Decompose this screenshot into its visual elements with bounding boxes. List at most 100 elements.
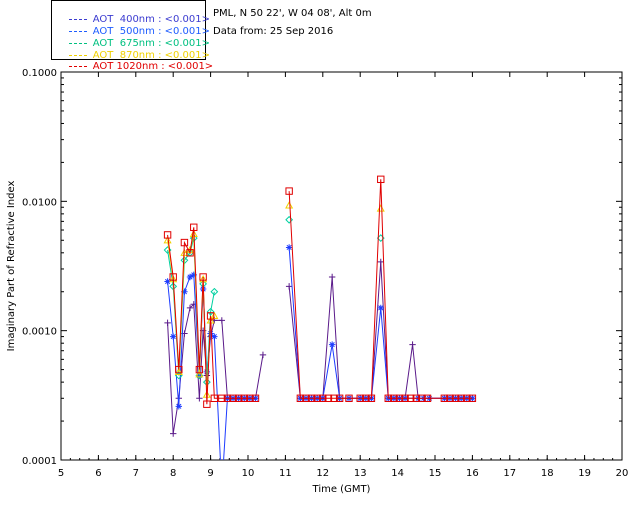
series-line-4 [288,179,473,399]
x-tick-label: 18 [541,468,554,479]
data-point-4 [401,394,409,402]
x-tick-label: 15 [429,468,442,479]
data-point-4 [330,394,338,402]
x-axis-label: Time (GMT) [312,484,371,495]
data-point-4 [324,394,333,402]
data-point-1 [190,271,197,279]
data-point-4 [367,394,376,402]
data-point-4 [246,394,254,402]
data-point-3 [180,248,189,256]
legend-swatch-1020nm [68,65,87,67]
data-point-1 [211,333,218,340]
data-point-4 [169,273,177,281]
legend-swatch-400nm [68,18,87,20]
data-point-4 [451,394,460,402]
data-point-3 [285,201,294,209]
data-point-4 [190,223,198,231]
data-point-3 [376,204,385,212]
data-point-2 [285,215,294,224]
data-point-4 [319,394,327,402]
legend-label-675nm: AOT 675nm : <0.001> [92,38,210,49]
data-point-4 [175,365,183,374]
data-point-0 [285,283,293,290]
data-point-2 [206,307,215,316]
data-point-3 [195,370,204,378]
legend-item-500nm: AOT 500nm : <0.001> [56,14,210,37]
x-tick-label: 19 [578,468,591,479]
data-point-4 [302,394,310,402]
x-tick-label: 10 [242,468,255,479]
data-point-0 [377,258,384,266]
x-tick-label: 12 [316,468,329,479]
data-point-4 [186,249,194,257]
data-point-4 [440,394,449,402]
legend-swatch-500nm [68,30,87,32]
x-tick-label: 11 [279,468,292,479]
data-point-0 [164,319,171,327]
y-tick-label: 0.0010 [22,327,57,338]
legend-swatch-675nm [68,42,87,44]
data-point-4 [229,394,237,402]
data-point-3 [163,236,172,244]
data-point-1 [170,333,177,340]
data-point-4 [406,394,415,402]
data-point-0 [218,317,226,324]
data-point-4 [240,394,248,402]
data-point-4 [218,394,226,402]
legend-label-500nm: AOT 500nm : <0.001> [92,26,210,37]
data-point-4 [356,394,364,402]
data-point-1 [164,278,171,285]
data-point-4 [251,394,260,402]
data-point-3 [174,367,183,375]
data-point-1 [175,403,183,410]
legend-item-400nm: AOT 400nm : <0.001> [56,2,210,25]
x-tick-label: 20 [616,468,629,479]
data-point-4 [163,231,172,239]
data-point-0 [196,395,203,402]
data-point-1 [186,273,194,281]
data-point-4 [377,175,385,184]
data-point-2 [180,256,189,265]
data-point-0 [409,341,416,348]
data-point-4 [423,394,432,402]
data-point-1 [328,341,336,348]
x-tick-label: 14 [391,468,404,479]
data-point-4 [390,394,398,402]
data-point-4 [210,394,219,402]
station-info: PML, N 50 22', W 04 08', Alt 0m [213,8,372,19]
data-point-4 [345,394,353,402]
series-line-4 [167,227,256,405]
data-point-2 [210,287,219,296]
data-point-0 [259,351,267,359]
legend-item-675nm: AOT 675nm : <0.001> [56,26,210,49]
data-point-4 [446,394,454,402]
data-point-1 [377,304,384,312]
data-point-0 [186,304,194,312]
data-point-4 [203,400,211,408]
data-point-4 [412,394,421,402]
x-tick-label: 13 [354,468,367,479]
data-point-0 [328,273,336,281]
data-point-4 [285,187,293,195]
legend-item-1020nm: AOT 1020nm : <0.001> [56,49,213,72]
data-point-4 [234,394,243,402]
legend-swatch-870nm [68,54,87,56]
legend: AOT 400nm : <0.001> AOT 500nm : <0.001> … [51,0,213,72]
y-tick-label: 0.1000 [22,68,57,79]
legend-item-870nm: AOT 870nm : <0.001> [56,38,210,61]
series-line-0 [288,261,473,399]
x-tick-label: 5 [58,468,64,479]
x-tick-label: 8 [170,468,176,479]
y-tick-label: 0.0001 [22,456,57,467]
data-date: Data from: 25 Sep 2016 [213,26,334,37]
legend-label-1020nm: AOT 1020nm : <0.001> [92,61,214,72]
x-tick-label: 6 [95,468,101,479]
data-point-4 [180,238,189,247]
data-point-4 [468,394,477,402]
data-point-4 [463,394,471,402]
data-point-4 [384,394,392,402]
data-point-4 [362,394,370,402]
data-point-4 [395,394,404,402]
data-point-4 [457,394,465,402]
